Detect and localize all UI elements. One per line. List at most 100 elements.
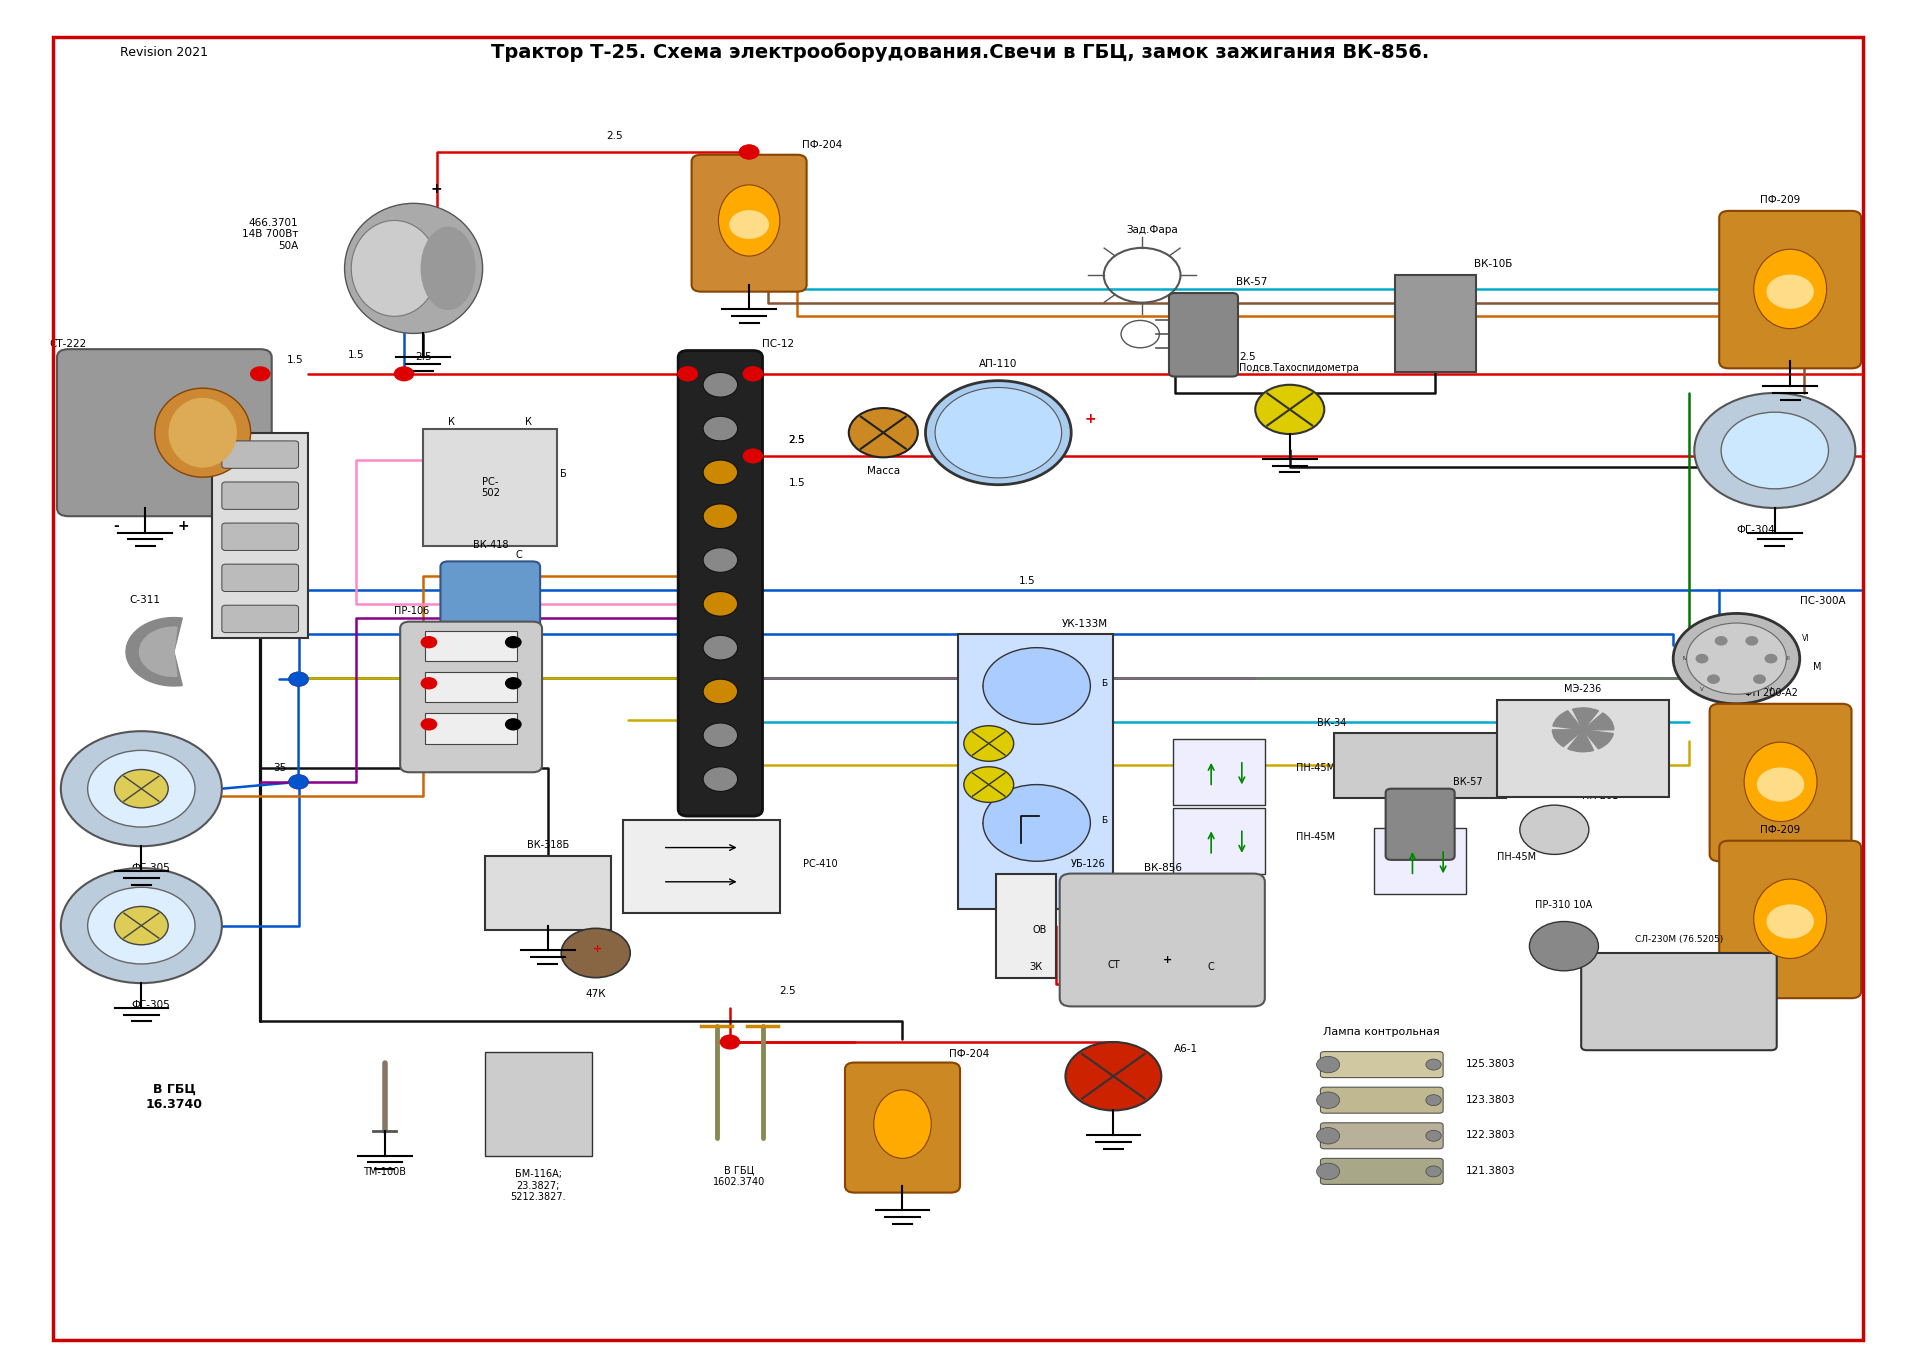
Circle shape [505, 637, 520, 648]
Circle shape [115, 770, 169, 808]
Circle shape [1715, 637, 1726, 645]
Text: Д: Д [455, 269, 467, 281]
Text: 2.5: 2.5 [415, 353, 432, 362]
Text: 2.5: 2.5 [1238, 353, 1256, 362]
Circle shape [290, 672, 307, 686]
Circle shape [925, 380, 1071, 484]
FancyBboxPatch shape [424, 672, 516, 702]
FancyBboxPatch shape [422, 428, 557, 546]
Text: СТ: СТ [1108, 960, 1119, 970]
FancyBboxPatch shape [1718, 841, 1860, 999]
Text: +: + [1162, 955, 1171, 965]
Circle shape [1066, 1041, 1162, 1110]
Circle shape [849, 407, 918, 457]
Circle shape [703, 723, 737, 748]
Text: ВК-57: ВК-57 [1236, 277, 1267, 287]
Text: ПФ-209: ПФ-209 [1761, 195, 1801, 204]
Text: СТ-222: СТ-222 [50, 339, 86, 348]
Wedge shape [1569, 730, 1594, 752]
Ellipse shape [718, 185, 780, 257]
Circle shape [420, 637, 436, 648]
Text: ВК-57: ВК-57 [1453, 777, 1482, 788]
Text: +: + [430, 182, 442, 196]
Circle shape [743, 366, 762, 380]
FancyBboxPatch shape [1321, 1122, 1444, 1148]
Circle shape [420, 719, 436, 730]
FancyBboxPatch shape [58, 348, 273, 516]
Text: 125.3803: 125.3803 [1467, 1059, 1517, 1069]
Text: ТМ-100В: ТМ-100В [363, 1168, 407, 1177]
Circle shape [115, 907, 169, 945]
Text: 122.3803: 122.3803 [1467, 1131, 1517, 1140]
Text: ПС-12: ПС-12 [762, 339, 795, 348]
Text: ФП 200-А2: ФП 200-А2 [1743, 687, 1797, 698]
Text: РС-
502: РС- 502 [480, 476, 499, 498]
Text: 121.3803: 121.3803 [1467, 1166, 1517, 1176]
Circle shape [1745, 637, 1757, 645]
FancyBboxPatch shape [1321, 1087, 1444, 1113]
Text: Лампа контрольная: Лампа контрольная [1323, 1028, 1440, 1037]
Text: ПФ-204: ПФ-204 [803, 140, 843, 150]
Text: ФГ-305: ФГ-305 [132, 863, 171, 873]
Text: t°: t° [1031, 675, 1043, 686]
Circle shape [561, 929, 630, 978]
Circle shape [1672, 613, 1799, 704]
Circle shape [505, 678, 520, 689]
Text: 35: 35 [273, 763, 286, 774]
Text: БМ-116А;
23.3827;
5212.3827.: БМ-116А; 23.3827; 5212.3827. [511, 1169, 566, 1202]
Circle shape [678, 366, 697, 380]
Wedge shape [1572, 708, 1599, 730]
Circle shape [1693, 392, 1855, 508]
Circle shape [290, 672, 307, 686]
Text: 2.5: 2.5 [789, 435, 804, 445]
FancyBboxPatch shape [213, 432, 307, 638]
Circle shape [1530, 922, 1599, 971]
Ellipse shape [351, 221, 438, 317]
Circle shape [1720, 412, 1828, 488]
FancyBboxPatch shape [1321, 1158, 1444, 1184]
Circle shape [703, 767, 737, 792]
Text: 47К: 47К [586, 989, 607, 999]
Circle shape [743, 366, 762, 380]
Circle shape [703, 504, 737, 528]
Text: ПК-201: ПК-201 [1582, 790, 1619, 800]
Text: Зад.Фара: Зад.Фара [1125, 225, 1177, 235]
Text: РС-410: РС-410 [803, 859, 837, 868]
Text: +: + [179, 519, 190, 532]
Text: ФГ-305: ФГ-305 [132, 1000, 171, 1010]
FancyBboxPatch shape [1334, 733, 1507, 799]
Ellipse shape [1753, 879, 1826, 959]
Text: ПФ-204: ПФ-204 [950, 1050, 989, 1059]
Text: С-311: С-311 [131, 594, 161, 605]
Text: ПН-45М: ПН-45М [1296, 763, 1334, 774]
Text: VI: VI [1768, 687, 1774, 691]
Text: К: К [526, 417, 532, 427]
Circle shape [420, 678, 436, 689]
FancyBboxPatch shape [1709, 704, 1851, 862]
Ellipse shape [344, 203, 482, 333]
Text: Д: Д [981, 816, 989, 825]
Text: А: А [991, 423, 1006, 442]
Text: СЛ-230М (76.5205): СЛ-230М (76.5205) [1634, 934, 1722, 944]
Text: 1.5: 1.5 [348, 350, 365, 359]
Text: 466.3701
14В 700Вт
50А: 466.3701 14В 700Вт 50А [242, 218, 298, 251]
FancyBboxPatch shape [1169, 294, 1238, 376]
Circle shape [290, 775, 307, 789]
Wedge shape [1553, 730, 1584, 746]
Circle shape [1317, 1128, 1340, 1144]
Ellipse shape [156, 388, 252, 477]
Text: II: II [1759, 630, 1761, 634]
Text: ФГ-304: ФГ-304 [1736, 525, 1774, 535]
Circle shape [1427, 1131, 1442, 1142]
Ellipse shape [169, 398, 236, 466]
FancyBboxPatch shape [440, 561, 540, 641]
Circle shape [703, 591, 737, 616]
Circle shape [720, 1034, 739, 1048]
FancyBboxPatch shape [1498, 700, 1668, 797]
FancyBboxPatch shape [223, 440, 298, 468]
Text: В ГБЦ
16.3740: В ГБЦ 16.3740 [146, 1083, 202, 1111]
Text: ОВ: ОВ [1033, 925, 1046, 934]
Text: IV: IV [1682, 656, 1688, 661]
Text: М: М [1812, 661, 1822, 672]
Text: ВК-34: ВК-34 [1317, 718, 1346, 729]
